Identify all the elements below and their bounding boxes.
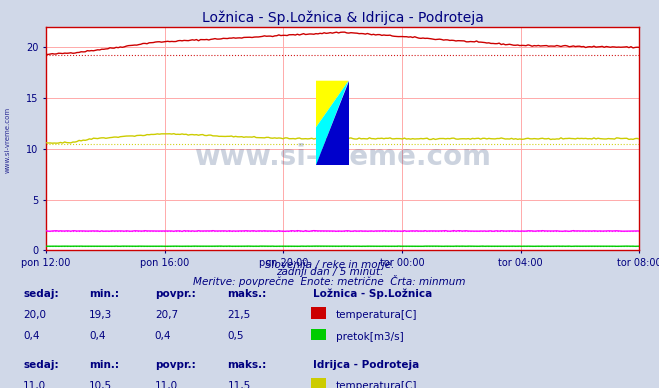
Text: Idrijca - Podroteja: Idrijca - Podroteja xyxy=(313,360,419,370)
Text: www.si-vreme.com: www.si-vreme.com xyxy=(5,107,11,173)
Text: 20,0: 20,0 xyxy=(23,310,46,320)
Text: 0,4: 0,4 xyxy=(23,331,40,341)
Text: sedaj:: sedaj: xyxy=(23,289,59,299)
Polygon shape xyxy=(316,81,349,127)
Text: 11,5: 11,5 xyxy=(227,381,250,388)
Text: min.:: min.: xyxy=(89,360,119,370)
Text: 10,5: 10,5 xyxy=(89,381,112,388)
Text: temperatura[C]: temperatura[C] xyxy=(336,310,418,320)
Polygon shape xyxy=(316,81,349,166)
Text: 21,5: 21,5 xyxy=(227,310,250,320)
Text: maks.:: maks.: xyxy=(227,360,267,370)
Text: zadnji dan / 5 minut.: zadnji dan / 5 minut. xyxy=(276,267,383,277)
Text: 0,5: 0,5 xyxy=(227,331,244,341)
Text: 20,7: 20,7 xyxy=(155,310,178,320)
Text: 0,4: 0,4 xyxy=(155,331,171,341)
Text: Meritve: povprečne  Enote: metrične  Črta: minmum: Meritve: povprečne Enote: metrične Črta:… xyxy=(193,275,466,287)
Text: temperatura[C]: temperatura[C] xyxy=(336,381,418,388)
Text: sedaj:: sedaj: xyxy=(23,360,59,370)
Text: maks.:: maks.: xyxy=(227,289,267,299)
Text: pretok[m3/s]: pretok[m3/s] xyxy=(336,331,404,341)
Text: povpr.:: povpr.: xyxy=(155,289,196,299)
Text: min.:: min.: xyxy=(89,289,119,299)
Text: www.si-vreme.com: www.si-vreme.com xyxy=(194,142,491,171)
Text: Slovenija / reke in morje.: Slovenija / reke in morje. xyxy=(265,260,394,270)
Polygon shape xyxy=(316,81,349,166)
Text: povpr.:: povpr.: xyxy=(155,360,196,370)
Text: 11,0: 11,0 xyxy=(23,381,46,388)
Text: Ložnica - Sp.Ložnica: Ložnica - Sp.Ložnica xyxy=(313,288,432,299)
Text: 0,4: 0,4 xyxy=(89,331,105,341)
Title: Ložnica - Sp.Ložnica & Idrijca - Podroteja: Ložnica - Sp.Ložnica & Idrijca - Podrote… xyxy=(202,10,484,24)
Text: 19,3: 19,3 xyxy=(89,310,112,320)
Text: 11,0: 11,0 xyxy=(155,381,178,388)
